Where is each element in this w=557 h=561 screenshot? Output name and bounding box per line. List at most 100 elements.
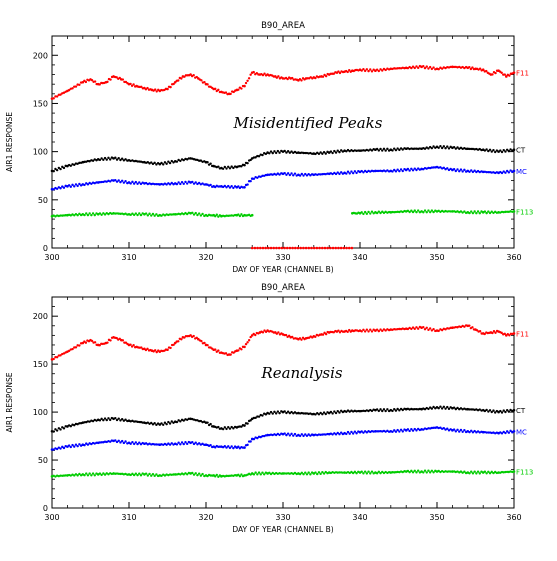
data-point	[115, 180, 119, 183]
data-point	[153, 182, 156, 186]
data-point	[367, 69, 370, 73]
data-point	[331, 412, 334, 415]
data-point	[192, 74, 195, 77]
data-point	[165, 183, 168, 186]
zero-band-point	[261, 246, 265, 250]
x-tick-label: 300	[44, 253, 59, 262]
data-point	[115, 418, 119, 422]
data-point	[261, 414, 264, 417]
zero-band-point	[315, 246, 319, 250]
data-point	[476, 210, 480, 213]
data-point	[50, 448, 54, 451]
data-point	[153, 161, 156, 165]
data-point	[115, 158, 119, 161]
data-point	[268, 152, 271, 155]
data-point	[322, 172, 326, 176]
data-point	[487, 410, 490, 413]
data-point	[139, 182, 143, 186]
data-point	[339, 431, 343, 434]
data-point	[504, 171, 507, 174]
data-point	[131, 472, 134, 476]
data-point	[153, 88, 157, 91]
data-point	[442, 427, 446, 430]
data-point	[430, 209, 434, 212]
data-point	[379, 408, 382, 411]
data-point	[228, 446, 232, 450]
data-point	[175, 443, 179, 446]
data-point	[396, 428, 399, 432]
data-point	[408, 429, 411, 433]
data-point	[252, 473, 256, 476]
data-point	[107, 156, 110, 160]
data-point	[422, 428, 425, 431]
data-point	[183, 336, 186, 339]
data-point	[362, 472, 365, 475]
data-point	[200, 79, 203, 82]
data-point	[277, 75, 280, 78]
data-point	[200, 339, 203, 343]
data-point	[206, 161, 209, 164]
data-point	[185, 212, 189, 216]
data-point	[144, 472, 148, 475]
data-point	[146, 86, 149, 90]
data-point	[192, 334, 195, 338]
data-point	[230, 184, 233, 188]
series-label: MC	[516, 428, 527, 436]
data-point	[459, 210, 463, 213]
data-point	[103, 417, 107, 420]
data-point	[398, 66, 401, 70]
data-point	[138, 441, 141, 444]
data-point	[362, 212, 365, 216]
data-point	[317, 152, 321, 156]
data-point	[55, 168, 59, 172]
data-point	[422, 471, 425, 474]
x-axis-label: DAY OF YEAR (CHANNEL B)	[232, 265, 333, 274]
data-point	[214, 214, 217, 218]
data-point	[124, 179, 127, 183]
chart-title: B90_AREA	[261, 21, 305, 31]
data-point	[440, 67, 444, 70]
data-point	[106, 341, 109, 344]
data-point	[167, 420, 170, 424]
data-point	[217, 425, 220, 429]
data-point	[69, 424, 73, 428]
data-point	[374, 429, 377, 433]
data-point	[83, 443, 86, 447]
data-point	[197, 472, 201, 475]
data-point	[439, 166, 442, 169]
data-point	[483, 149, 487, 152]
data-point	[487, 470, 490, 473]
data-point	[59, 93, 62, 96]
data-point	[217, 165, 220, 168]
data-point	[129, 343, 132, 346]
data-point	[78, 344, 81, 347]
data-point	[505, 148, 509, 151]
data-point	[362, 328, 365, 331]
data-point	[182, 212, 185, 216]
data-point	[102, 158, 105, 162]
data-point	[209, 422, 212, 426]
data-point	[437, 407, 440, 410]
data-point	[463, 470, 466, 473]
data-point	[91, 472, 95, 475]
data-point	[393, 429, 396, 432]
data-point	[353, 170, 357, 173]
data-point	[62, 427, 66, 430]
data-point	[360, 470, 363, 473]
data-point	[182, 442, 185, 446]
data-point	[314, 76, 317, 80]
data-point	[353, 470, 357, 474]
data-point	[468, 324, 471, 327]
zero-band-point	[331, 246, 335, 250]
data-point	[476, 470, 480, 473]
data-point	[165, 443, 168, 446]
data-point	[394, 148, 398, 152]
data-point	[485, 69, 488, 73]
data-point	[490, 210, 493, 213]
data-point	[422, 325, 425, 329]
data-point	[232, 446, 235, 450]
data-point	[166, 348, 169, 352]
data-point	[302, 412, 305, 415]
data-point	[440, 146, 444, 150]
data-point	[150, 161, 153, 164]
